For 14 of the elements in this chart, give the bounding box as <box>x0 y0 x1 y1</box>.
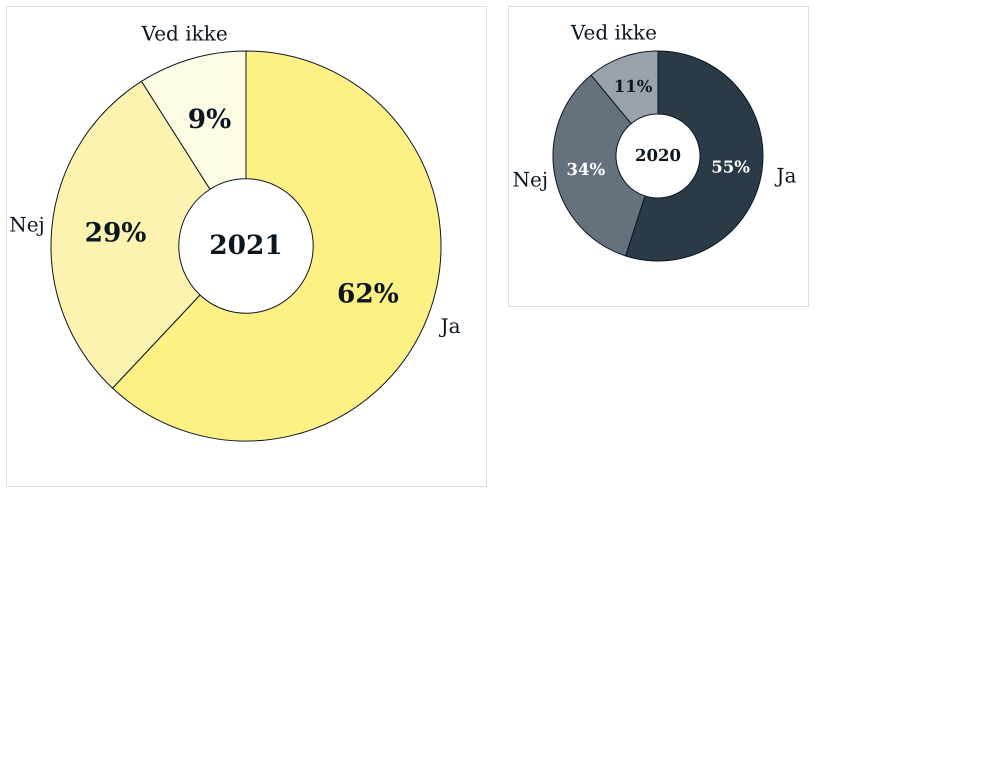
data-label: 55% <box>711 158 750 176</box>
data-label: 11% <box>614 76 653 96</box>
data-label: 62% <box>336 278 399 310</box>
slice-label: Ja <box>774 163 796 188</box>
text: 2021 <box>209 230 283 261</box>
data-label: 9% <box>188 104 232 136</box>
slice-label: Nej <box>512 167 548 192</box>
slice-label: Ja <box>438 314 461 338</box>
slice-label: Ved ikke <box>570 20 658 45</box>
data-label: 29% <box>84 218 146 249</box>
slice-label: Nej <box>9 212 45 236</box>
text: 2020 <box>635 146 681 165</box>
data-label: 34% <box>566 160 606 179</box>
slice-label: Ved ikke <box>140 22 228 46</box>
